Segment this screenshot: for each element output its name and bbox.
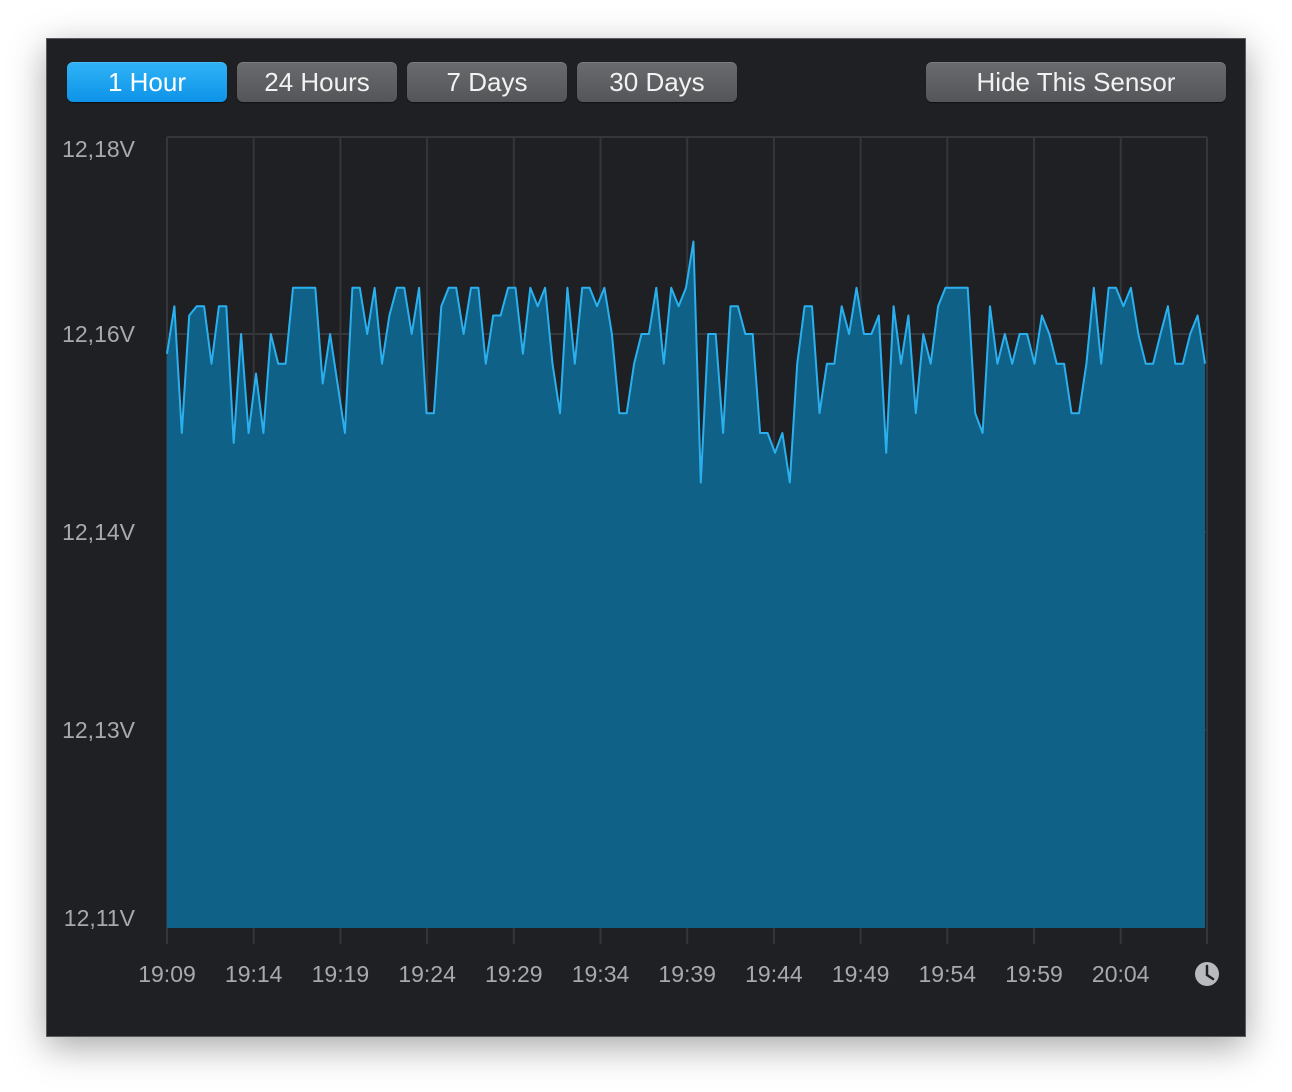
range-button-30-days[interactable]: 30 Days <box>577 62 737 102</box>
x-tick-label: 19:34 <box>572 961 630 987</box>
y-tick-label: 12,14V <box>62 519 136 545</box>
voltage-area-fill <box>167 241 1205 928</box>
x-tick-label: 20:04 <box>1092 961 1150 987</box>
y-tick-label: 12,13V <box>62 717 136 743</box>
x-tick-label: 19:49 <box>832 961 890 987</box>
x-tick-label: 19:54 <box>919 961 977 987</box>
hide-sensor-button[interactable]: Hide This Sensor <box>926 62 1226 102</box>
voltage-chart: 12,18V 12,16V 12,14V 12,13V 12,11V 19:09 19:14… <box>62 136 1219 987</box>
range-button-1-hour[interactable]: 1 Hour <box>67 62 227 102</box>
range-button-24-hours[interactable]: 24 Hours <box>237 62 397 102</box>
x-tick-label: 19:44 <box>745 961 803 987</box>
x-tick-label: 19:24 <box>398 961 456 987</box>
x-tick-label: 19:39 <box>658 961 716 987</box>
y-tick-label: 12,16V <box>62 321 136 347</box>
y-tick-label: 12,18V <box>62 136 136 162</box>
y-tick-label: 12,11V <box>64 905 136 931</box>
sensor-window: 1 Hour 24 Hours 7 Days 30 Days Hide This Se… <box>46 38 1246 1037</box>
range-button-7-days[interactable]: 7 Days <box>407 62 567 102</box>
x-tick-label: 19:19 <box>312 961 370 987</box>
clock-icon[interactable] <box>1195 962 1219 986</box>
x-tick-label: 19:59 <box>1005 961 1063 987</box>
voltage-series-line <box>166 240 1206 484</box>
x-tick-label: 19:29 <box>485 961 543 987</box>
x-tick-label: 19:14 <box>225 961 283 987</box>
x-tick-label: 19:09 <box>138 961 196 987</box>
